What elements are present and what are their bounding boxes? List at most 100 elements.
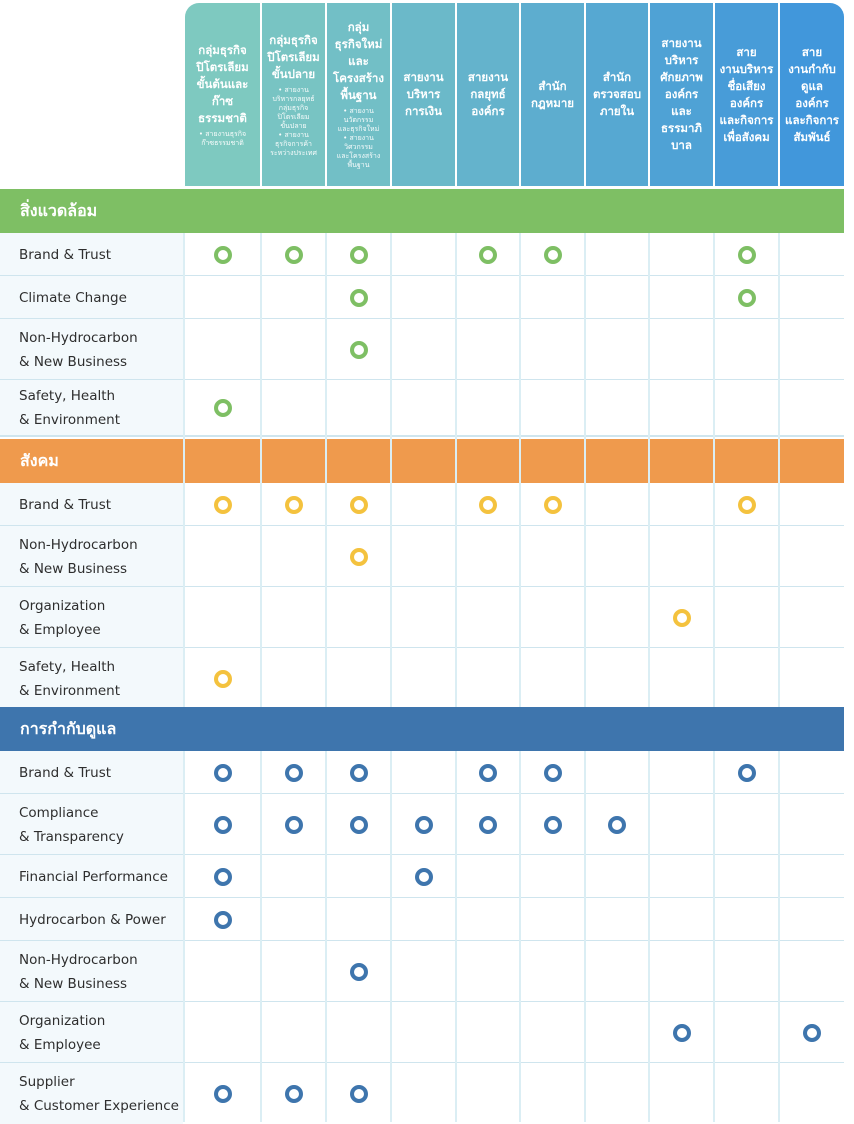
matrix-cell xyxy=(457,380,519,436)
matrix-cell xyxy=(715,898,778,941)
matrix-cell xyxy=(392,526,455,587)
matrix-cell xyxy=(586,648,648,709)
relevance-marker xyxy=(543,495,562,514)
matrix-cell xyxy=(650,751,713,794)
relevance-marker xyxy=(414,815,433,834)
matrix-cell xyxy=(586,526,648,587)
matrix-cell xyxy=(185,1002,260,1063)
column-header: กลุ่ม ธุรกิจใหม่ และ โครงสร้าง พื้นฐาน • … xyxy=(327,3,390,186)
section-header: สิ่งแวดล้อม xyxy=(0,189,844,233)
row-divider xyxy=(0,435,844,437)
matrix-cell xyxy=(185,941,260,1002)
matrix-cell xyxy=(586,1002,648,1063)
row-label-cell xyxy=(0,751,183,794)
matrix-cell xyxy=(457,941,519,1002)
matrix-cell xyxy=(185,526,260,587)
relevance-marker xyxy=(672,1023,691,1042)
row-label: Non-Hydrocarbon & New Business xyxy=(19,536,138,577)
matrix-cell xyxy=(715,855,778,898)
matrix-cell xyxy=(650,1063,713,1124)
row-label-cell xyxy=(0,941,183,1002)
matrix-cell xyxy=(650,855,713,898)
relevance-marker xyxy=(608,815,626,834)
matrix-cell xyxy=(185,276,260,319)
column-note: • สายงาน นวัตกรรม และธุรกิจใหม่ • สายงาน… xyxy=(336,107,381,169)
matrix-cell xyxy=(185,587,260,648)
matrix-cell xyxy=(327,898,390,941)
matrix-cell xyxy=(392,319,455,380)
column-title: กลุ่ม ธุรกิจใหม่ และ โครงสร้าง พื้นฐาน xyxy=(333,20,384,102)
relevance-marker xyxy=(213,763,232,782)
matrix-cell xyxy=(327,1002,390,1063)
matrix-cell xyxy=(780,276,844,319)
matrix-cell xyxy=(586,855,648,898)
relevance-marker xyxy=(349,1084,368,1103)
column-header: กลุ่มธุรกิจ ปิโตรเลียม ขั้นต้นและ ก๊าซธร… xyxy=(185,3,260,186)
matrix-cell xyxy=(521,319,584,380)
column-divider xyxy=(455,189,457,1122)
matrix-cell xyxy=(457,898,519,941)
matrix-cell xyxy=(586,319,648,380)
relevance-marker xyxy=(349,340,368,359)
matrix-cell xyxy=(392,1002,455,1063)
matrix-cell xyxy=(650,526,713,587)
row-label: Non-Hydrocarbon & New Business xyxy=(19,951,138,992)
matrix-cell xyxy=(262,898,325,941)
relevance-marker xyxy=(284,763,303,782)
column-title: สายงาน กลยุทธ์ องค์กร xyxy=(467,70,509,118)
matrix-cell xyxy=(392,751,455,794)
row-label: Brand & Trust xyxy=(19,496,112,513)
matrix-cell xyxy=(392,587,455,648)
matrix-cell xyxy=(457,1002,519,1063)
row-label: Climate Change xyxy=(19,289,127,306)
matrix-cell xyxy=(262,587,325,648)
matrix-cell xyxy=(392,380,455,436)
matrix-cell xyxy=(586,1063,648,1124)
matrix-cell xyxy=(715,1002,778,1063)
matrix-cell xyxy=(586,751,648,794)
matrix-cell xyxy=(392,1063,455,1124)
row-label-cell xyxy=(0,1063,183,1124)
column-title: สาย งานกำกับ ดูแล องค์กร และกิจการ สัมพั… xyxy=(785,44,839,144)
matrix-cell xyxy=(715,319,778,380)
matrix-cell xyxy=(457,855,519,898)
matrix-cell xyxy=(262,380,325,436)
relevance-marker xyxy=(543,245,562,264)
row-label: Hydrocarbon & Power xyxy=(19,911,166,928)
matrix-cell xyxy=(780,233,844,276)
relevance-marker xyxy=(349,815,368,834)
matrix-cell xyxy=(521,276,584,319)
matrix-cell xyxy=(715,526,778,587)
relevance-marker xyxy=(479,815,497,834)
matrix-cell xyxy=(586,941,648,1002)
matrix-cell xyxy=(780,319,844,380)
matrix-cell xyxy=(650,794,713,855)
matrix-cell xyxy=(327,855,390,898)
matrix-cell xyxy=(392,941,455,1002)
row-label-cell xyxy=(0,483,183,526)
column-title: กลุ่มธุรกิจ ปิโตรเลียม ขั้นปลาย xyxy=(267,32,320,81)
relevance-marker xyxy=(284,495,303,514)
matrix-cell xyxy=(262,276,325,319)
matrix-cell xyxy=(392,233,455,276)
matrix-cell xyxy=(457,319,519,380)
row-label: Organization & Employee xyxy=(19,597,106,638)
matrix-cell xyxy=(715,1063,778,1124)
row-label-cell xyxy=(0,319,183,380)
column-header: สาย งานกำกับ ดูแล องค์กร และกิจการ สัมพั… xyxy=(780,3,844,186)
matrix-cell xyxy=(392,648,455,709)
matrix-cell xyxy=(457,587,519,648)
row-label-cell xyxy=(0,276,183,319)
section-header: สังคม xyxy=(0,439,844,483)
matrix-cell xyxy=(262,319,325,380)
matrix-cell xyxy=(327,587,390,648)
matrix-cell xyxy=(586,276,648,319)
matrix-cell xyxy=(262,941,325,1002)
row-label: Brand & Trust xyxy=(19,246,112,263)
matrix-cell xyxy=(650,941,713,1002)
section-header: การกำกับดูแล xyxy=(0,707,844,751)
matrix-cell xyxy=(262,855,325,898)
matrix-cell xyxy=(780,941,844,1002)
matrix-cell xyxy=(392,483,455,526)
